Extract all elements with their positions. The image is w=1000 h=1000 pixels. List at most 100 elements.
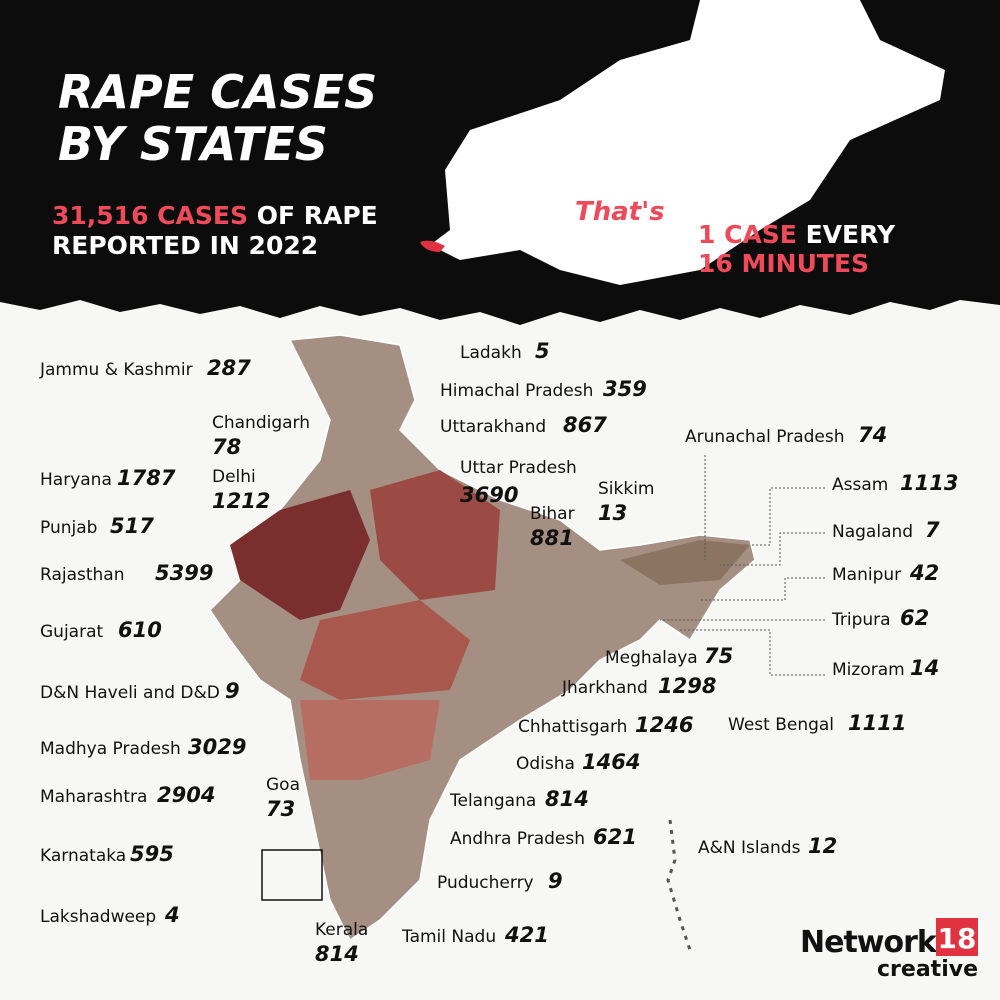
- leader-line: [750, 487, 825, 546]
- state-value: 881: [530, 526, 574, 550]
- state-name: Jharkhand: [561, 678, 648, 698]
- state-name: Madhya Pradesh: [40, 739, 181, 759]
- state-value: 814: [545, 787, 589, 811]
- state-name: Nagaland: [832, 522, 913, 542]
- state-name: Tamil Nadu: [401, 927, 496, 947]
- state-value: 13: [598, 501, 627, 525]
- rate-rest: EVERY: [806, 220, 896, 249]
- state-name: Himachal Pradesh: [440, 381, 593, 401]
- state-value: 7: [925, 518, 940, 542]
- state-name: Sikkim: [598, 479, 655, 499]
- state-value: 287: [207, 356, 251, 380]
- rate-line: 1 CASE EVERY: [698, 220, 896, 249]
- state-value: 1111: [848, 711, 906, 735]
- state-name: Punjab: [40, 518, 97, 538]
- state-value: 42: [909, 561, 939, 585]
- state-name: Uttar Pradesh: [460, 458, 577, 478]
- state-name: Uttarakhand: [440, 417, 546, 437]
- logo-box: [936, 918, 978, 956]
- leader-line: [720, 532, 825, 566]
- state-value: 9: [548, 869, 563, 893]
- total-highlight: 31,516 CASES: [52, 201, 248, 230]
- state-value: 610: [118, 618, 162, 642]
- state-value: 9: [225, 679, 240, 703]
- state-name: Assam: [832, 475, 888, 495]
- map-region: [370, 470, 500, 600]
- state-name: Rajasthan: [40, 565, 125, 585]
- state-value: 595: [130, 842, 174, 866]
- state-name: Maharashtra: [40, 787, 147, 807]
- state-name: Gujarat: [40, 622, 103, 642]
- state-name: Meghalaya: [605, 648, 698, 668]
- state-name: D&N Haveli and D&D: [40, 683, 220, 703]
- logo-word: Network: [800, 925, 938, 960]
- state-name: Tripura: [831, 610, 891, 630]
- state-name: Delhi: [212, 467, 256, 487]
- state-value: 62: [900, 606, 929, 630]
- state-name: Andhra Pradesh: [450, 829, 585, 849]
- state-value: 73: [266, 797, 295, 821]
- total-line: 31,516 CASES OF RAPE: [52, 201, 378, 230]
- state-value: 814: [315, 942, 359, 966]
- state-value: 359: [603, 377, 647, 401]
- title-line: BY STATES: [58, 117, 328, 171]
- state-value: 3690: [460, 483, 518, 507]
- state-value: 517: [110, 514, 154, 538]
- state-value: 1212: [212, 489, 270, 513]
- map-region: [300, 700, 440, 780]
- state-value: 78: [212, 435, 241, 459]
- state-name: Goa: [266, 775, 300, 795]
- state-value: 1298: [658, 674, 716, 698]
- leader-line: [700, 577, 825, 601]
- state-name: West Bengal: [728, 715, 834, 735]
- state-value: 1464: [582, 750, 640, 774]
- state-name: Mizoram: [832, 660, 905, 680]
- state-value: 14: [910, 656, 939, 680]
- hand-illustration: [430, 0, 945, 285]
- state-name: Puducherry: [437, 873, 534, 893]
- state-name: Arunachal Pradesh: [685, 427, 845, 447]
- thats: That's: [575, 197, 665, 227]
- logo-number: 18: [938, 922, 977, 955]
- state-value: 867: [563, 413, 607, 437]
- title-line: RAPE CASES: [58, 65, 377, 119]
- lakshadweep-inset: [261, 849, 323, 901]
- total-rest: OF RAPE: [257, 201, 378, 230]
- rate-line: 16 MINUTES: [698, 249, 869, 278]
- state-value: 1787: [117, 466, 176, 490]
- total-line: REPORTED IN 2022: [52, 231, 318, 260]
- india-map: [209, 334, 756, 942]
- state-name: Odisha: [516, 754, 575, 774]
- state-name: Lakshadweep: [40, 907, 156, 927]
- leader-line: [680, 629, 825, 676]
- state-value: 1113: [900, 471, 958, 495]
- nail: [420, 240, 445, 252]
- state-value: 621: [593, 825, 637, 849]
- state-value: 2904: [157, 783, 215, 807]
- state-value: 1246: [635, 713, 693, 737]
- state-name: Haryana: [40, 470, 112, 490]
- state-name: Jammu & Kashmir: [39, 360, 193, 380]
- state-name: Telangana: [449, 791, 536, 811]
- state-value: 74: [858, 423, 887, 447]
- map-region: [230, 490, 370, 620]
- state-value: 4: [164, 903, 180, 927]
- state-name: Ladakh: [460, 343, 522, 363]
- state-name: Bihar: [530, 504, 575, 524]
- state-value: 12: [808, 834, 837, 858]
- state-value: 421: [504, 923, 549, 947]
- state-name: A&N Islands: [698, 838, 801, 858]
- islands: [666, 819, 692, 951]
- state-value: 75: [704, 644, 733, 668]
- state-name: Manipur: [832, 565, 901, 585]
- rate-highlight: 1 CASE: [698, 220, 797, 249]
- state-value: 5: [535, 339, 550, 363]
- state-name: Chhattisgarh: [518, 717, 627, 737]
- state-value: 3029: [188, 735, 246, 759]
- map-region: [300, 600, 470, 700]
- state-name: Karnataka: [40, 846, 126, 866]
- state-name: Chandigarh: [212, 413, 310, 433]
- state-value: 5399: [155, 561, 213, 585]
- state-labels: Jammu & Kashmir 287 Ladakh 5 Himachal Prades…: [39, 339, 958, 966]
